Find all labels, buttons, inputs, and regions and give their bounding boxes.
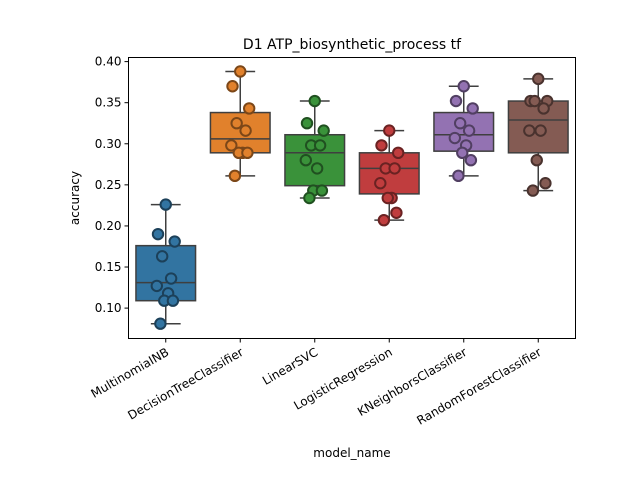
data-point	[151, 227, 165, 241]
data-point	[155, 250, 169, 263]
data-point	[228, 169, 242, 183]
data-point	[164, 272, 178, 285]
data-point	[230, 117, 243, 130]
data-point	[375, 139, 388, 152]
data-point	[537, 102, 550, 115]
plot-frame	[128, 57, 576, 339]
data-point	[462, 124, 476, 137]
data-point	[166, 294, 180, 307]
data-point	[308, 94, 321, 108]
data-point	[528, 94, 541, 108]
y-tick-label: 0.20	[95, 219, 122, 233]
data-point	[457, 80, 470, 93]
data-point	[299, 154, 313, 167]
y-tick-label: 0.25	[95, 178, 122, 192]
data-point	[388, 162, 401, 175]
data-point	[239, 124, 252, 137]
data-point	[449, 94, 463, 108]
y-tick-label: 0.40	[95, 55, 122, 69]
data-point	[539, 177, 552, 190]
x-tick-label: RandomForestClassifier	[414, 345, 543, 428]
data-point	[464, 154, 478, 167]
chart-title: D1 ATP_biosynthetic_process tf	[243, 37, 462, 53]
data-point	[154, 317, 167, 330]
x-tick-label: LinearSVC	[260, 345, 320, 388]
data-point	[532, 72, 545, 86]
data-point	[310, 162, 324, 175]
data-point	[242, 102, 256, 115]
data-point	[241, 146, 254, 160]
data-point	[453, 117, 467, 130]
data-point	[390, 206, 403, 219]
data-point	[317, 124, 330, 137]
points-layer	[150, 65, 554, 330]
data-point	[168, 235, 181, 248]
data-point	[159, 198, 172, 211]
data-point	[391, 146, 405, 160]
data-point	[374, 177, 387, 190]
data-point	[300, 117, 314, 130]
y-tick-label: 0.35	[95, 96, 122, 110]
data-point	[150, 279, 164, 293]
data-point	[456, 146, 469, 160]
data-point	[452, 169, 465, 183]
y-axis-label: accuracy	[68, 171, 82, 225]
boxes-layer	[135, 70, 569, 325]
data-point	[448, 131, 462, 145]
data-point	[303, 191, 316, 205]
data-point	[234, 65, 247, 78]
y-tick-label: 0.10	[95, 301, 122, 315]
data-point	[225, 139, 238, 152]
y-tick-label: 0.15	[95, 260, 122, 274]
x-axis-label: model_name	[313, 446, 390, 460]
data-point	[526, 184, 540, 197]
data-point	[530, 154, 543, 167]
data-point	[381, 191, 394, 205]
data-point	[313, 139, 327, 152]
data-point	[315, 184, 329, 197]
data-point	[226, 80, 239, 93]
data-point	[466, 102, 479, 115]
data-point	[383, 124, 396, 137]
y-axis: 0.10 0.15 0.20 0.25 0.30 0.35 0.40	[95, 55, 129, 315]
data-point	[377, 213, 391, 227]
data-point	[523, 124, 536, 137]
data-point	[534, 124, 547, 137]
y-tick-label: 0.30	[95, 137, 122, 151]
